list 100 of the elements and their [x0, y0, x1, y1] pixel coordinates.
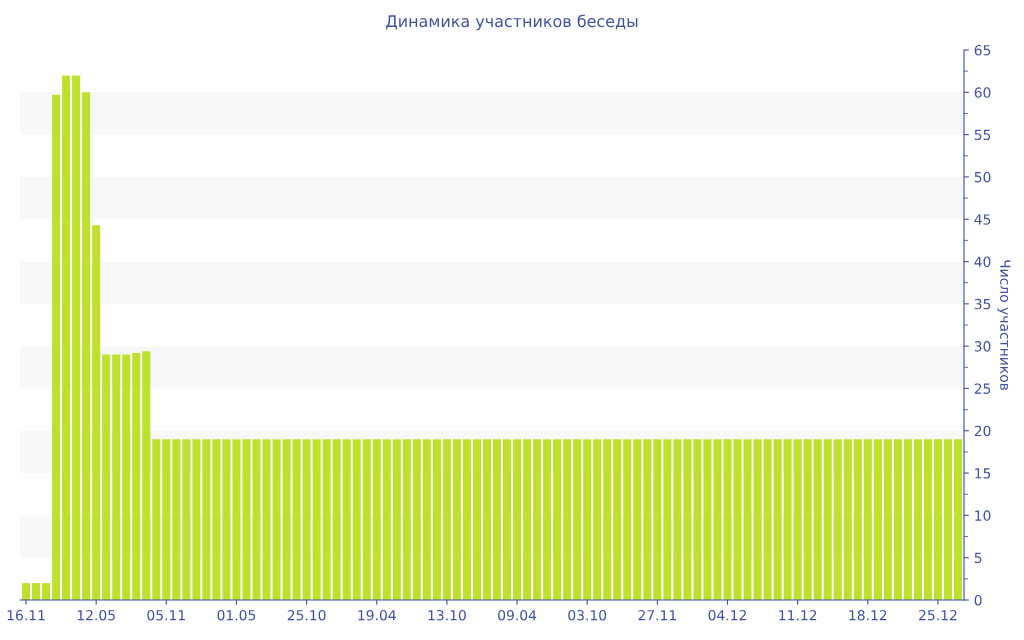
- bar: [152, 439, 161, 600]
- bar: [442, 439, 451, 600]
- bar: [192, 439, 201, 600]
- bar: [943, 439, 952, 600]
- bar: [452, 439, 461, 600]
- bar: [773, 439, 782, 600]
- x-tick-label: 05.11: [147, 609, 185, 621]
- bar: [933, 439, 942, 600]
- bar: [763, 439, 772, 600]
- bar: [673, 439, 682, 600]
- bar: [332, 439, 341, 600]
- bar: [282, 439, 291, 600]
- bar: [132, 352, 141, 600]
- y-tick-label: 60: [974, 87, 991, 98]
- bar: [583, 439, 592, 600]
- bar: [523, 439, 532, 600]
- x-tick-label: 25.10: [287, 609, 326, 621]
- bar: [853, 439, 862, 600]
- bar: [833, 439, 842, 600]
- bar: [22, 583, 31, 600]
- bar: [162, 439, 171, 600]
- x-tick-label: 03.10: [568, 609, 607, 621]
- bar: [142, 351, 151, 600]
- bar: [92, 225, 101, 600]
- bar: [352, 439, 361, 600]
- bar: [342, 439, 351, 600]
- bar: [292, 439, 301, 600]
- bar: [693, 439, 702, 600]
- bar: [923, 439, 932, 600]
- x-tick-label: 16.11: [7, 609, 45, 621]
- bar: [843, 439, 852, 600]
- bar: [462, 439, 471, 600]
- bar: [302, 439, 311, 600]
- bar: [372, 439, 381, 600]
- bar: [703, 439, 712, 600]
- bar: [182, 439, 191, 600]
- bar: [232, 439, 241, 600]
- bar: [62, 75, 71, 600]
- bar: [533, 439, 542, 600]
- x-tick-label: 04.12: [708, 609, 746, 621]
- bar: [803, 439, 812, 600]
- bar: [32, 583, 41, 600]
- bar: [913, 439, 922, 600]
- x-tick-label: 12.05: [77, 609, 115, 621]
- bar: [392, 439, 401, 600]
- bar: [903, 439, 912, 600]
- bar: [252, 439, 261, 600]
- bar: [603, 439, 612, 600]
- bar: [823, 439, 832, 600]
- bar: [613, 439, 622, 600]
- bar: [172, 439, 181, 600]
- x-tick-label: 09.04: [498, 609, 537, 621]
- bar: [733, 439, 742, 600]
- bar: [412, 439, 421, 600]
- y-tick-label: 35: [974, 298, 991, 310]
- y-tick-label: 65: [974, 44, 991, 56]
- y-tick-label: 45: [974, 214, 991, 225]
- bar: [482, 439, 491, 600]
- bar: [953, 439, 962, 600]
- bar: [883, 439, 892, 600]
- bar: [503, 439, 512, 600]
- x-tick-label: 18.12: [849, 609, 887, 621]
- bar: [593, 439, 602, 600]
- y-tick-label: 30: [974, 341, 991, 352]
- bar: [52, 94, 61, 600]
- bar: [683, 439, 692, 600]
- bar: [513, 439, 522, 600]
- bar: [262, 439, 271, 600]
- y-tick-label: 50: [974, 171, 991, 183]
- x-tick-label: 19.04: [358, 609, 396, 621]
- y-tick-label: 10: [975, 510, 991, 521]
- bar: [753, 439, 762, 600]
- bar: [472, 439, 481, 600]
- y-tick-label: 0: [974, 594, 982, 606]
- bar: [82, 92, 91, 600]
- bar: [212, 439, 221, 600]
- bar: [272, 439, 281, 600]
- y-axis-title: Число участников: [997, 260, 1011, 391]
- bar: [322, 439, 331, 600]
- bar: [633, 439, 642, 600]
- bar: [563, 439, 572, 600]
- bar: [643, 439, 652, 600]
- bar: [42, 583, 51, 600]
- bar: [112, 354, 121, 600]
- bar: [893, 439, 902, 600]
- bar: [362, 439, 371, 600]
- bar: [663, 439, 672, 600]
- bar: [553, 439, 562, 600]
- bar: [543, 439, 552, 600]
- bar: [873, 439, 882, 600]
- bar: [713, 439, 722, 600]
- chart-title: Динамика участников беседы: [386, 14, 638, 31]
- bar: [783, 439, 792, 600]
- bar: [863, 439, 872, 600]
- bar: [793, 439, 802, 600]
- bar: [242, 439, 251, 600]
- x-tick-label: 25.12: [919, 609, 957, 621]
- y-tick-label: 55: [974, 129, 991, 141]
- x-tick-label: 11.12: [779, 609, 817, 621]
- x-tick-label: 01.05: [217, 609, 256, 621]
